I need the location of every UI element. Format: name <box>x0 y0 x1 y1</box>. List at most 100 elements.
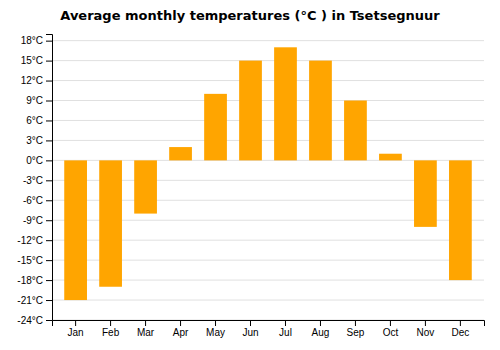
x-tick-label: Mar <box>137 327 155 338</box>
grid-line <box>52 80 484 81</box>
grid-line <box>52 120 484 121</box>
y-tick-label: 15°C <box>21 55 43 66</box>
x-tick-mark <box>460 320 461 326</box>
x-tick-label: Jul <box>279 327 292 338</box>
grid <box>52 41 484 320</box>
bar <box>274 47 297 160</box>
y-axis-line <box>46 35 53 321</box>
y-tick-label: -3°C <box>23 175 43 186</box>
y-tick: 9°C <box>26 95 52 106</box>
bar <box>99 160 122 286</box>
x-tick-mark <box>215 320 216 326</box>
chart: Average monthly temperatures (°C ) in Ts… <box>0 0 500 350</box>
grid-line <box>52 40 484 41</box>
x-axis-line <box>53 321 485 327</box>
x-tick-label: Apr <box>173 327 189 338</box>
y-tick: 0°C <box>26 155 52 166</box>
y-tick: 3°C <box>26 135 52 146</box>
grid-line <box>52 100 484 101</box>
y-tick-mark <box>46 61 52 62</box>
y-tick-label: -21°C <box>17 295 43 306</box>
x-tick: Dec <box>451 320 469 338</box>
x-tick: Sep <box>347 320 365 338</box>
bar <box>64 160 87 300</box>
x-tick-label: Aug <box>312 327 330 338</box>
x-tick-mark <box>250 320 251 326</box>
y-tick-mark <box>46 160 52 161</box>
y-tick-label: -24°C <box>17 315 43 326</box>
x-tick-mark <box>75 320 76 326</box>
y-tick-mark <box>46 280 52 281</box>
bar <box>309 61 332 161</box>
y-tick-label: 18°C <box>21 35 43 46</box>
y-tick-mark <box>46 140 52 141</box>
bar <box>414 160 437 227</box>
grid-line <box>52 300 484 301</box>
x-tick-mark <box>110 320 111 326</box>
y-tick-label: -18°C <box>17 275 43 286</box>
x-tick-mark <box>390 320 391 326</box>
x-tick-label: Jan <box>68 327 84 338</box>
y-tick-mark <box>46 180 52 181</box>
y-tick-mark <box>46 41 52 42</box>
bars <box>64 47 472 300</box>
x-tick-label: Dec <box>451 327 469 338</box>
y-tick-label: -12°C <box>17 235 43 246</box>
x-tick: Nov <box>417 320 435 338</box>
y-tick-mark <box>46 260 52 261</box>
y-tick: -15°C <box>17 255 52 266</box>
x-tick: Jun <box>242 320 258 338</box>
y-tick-mark <box>46 300 52 301</box>
y-tick: -21°C <box>17 295 52 306</box>
y-tick: -12°C <box>17 235 52 246</box>
x-tick-mark <box>180 320 181 326</box>
y-tick-label: -9°C <box>23 215 43 226</box>
y-tick: -9°C <box>23 215 52 226</box>
x-tick-label: Jun <box>242 327 258 338</box>
y-tick-label: 9°C <box>26 95 43 106</box>
y-tick: -3°C <box>23 175 52 186</box>
y-tick-mark <box>46 120 52 121</box>
y-tick-mark <box>46 101 52 102</box>
y-tick: -18°C <box>17 275 52 286</box>
x-tick: Jan <box>68 320 84 338</box>
grid-line <box>52 140 484 141</box>
x-tick-label: May <box>206 327 225 338</box>
x-tick: Oct <box>383 320 399 338</box>
y-tick-label: 12°C <box>21 75 43 86</box>
x-tick-mark <box>425 320 426 326</box>
y-tick-mark <box>46 200 52 201</box>
x-axis: Jan Feb Mar Apr May Jun Jul Aug Sep Oct Nov Dec <box>53 320 485 338</box>
bar <box>134 160 157 213</box>
y-tick-label: -15°C <box>17 255 43 266</box>
y-tick-label: 6°C <box>26 115 43 126</box>
grid-line <box>52 60 484 61</box>
y-tick: 12°C <box>21 75 52 86</box>
x-tick: May <box>206 320 225 338</box>
bar <box>379 154 402 161</box>
x-tick-label: Feb <box>102 327 120 338</box>
y-tick-label: 3°C <box>26 135 43 146</box>
y-tick-label: -6°C <box>23 195 43 206</box>
y-tick: 6°C <box>26 115 52 126</box>
x-tick-mark <box>285 320 286 326</box>
y-tick: 15°C <box>21 55 52 66</box>
x-tick-mark <box>320 320 321 326</box>
y-tick-mark <box>46 240 52 241</box>
y-tick-mark <box>46 320 52 321</box>
x-tick: Aug <box>312 320 330 338</box>
x-tick: Jul <box>279 320 292 338</box>
y-tick: -6°C <box>23 195 52 206</box>
y-tick-label: 0°C <box>26 155 43 166</box>
x-tick: Apr <box>173 320 189 338</box>
y-tick: 18°C <box>21 35 52 46</box>
y-tick-mark <box>46 81 52 82</box>
y-tick-mark <box>46 220 52 221</box>
bar <box>169 147 192 160</box>
x-tick-label: Oct <box>383 327 399 338</box>
y-axis: -24°C -21°C -18°C -15°C -12°C -9°C -6°C -3°C 0°C… <box>17 35 52 326</box>
x-tick: Feb <box>102 320 120 338</box>
x-tick-label: Nov <box>417 327 435 338</box>
x-tick-mark <box>145 320 146 326</box>
bar <box>344 101 367 161</box>
